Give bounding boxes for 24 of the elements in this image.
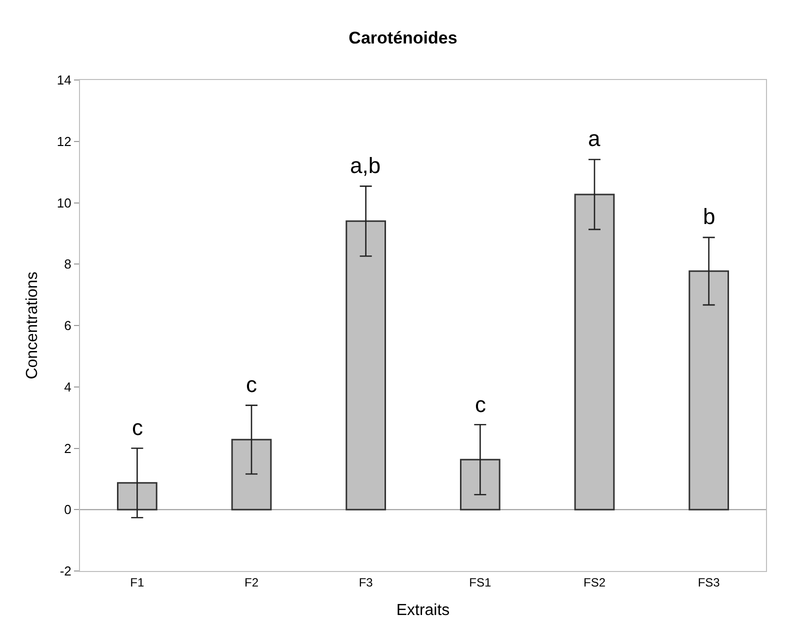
annotation: a bbox=[588, 126, 601, 151]
y-tick-label: 6 bbox=[64, 318, 72, 334]
y-tick-label: 2 bbox=[64, 440, 72, 456]
annotation: c bbox=[475, 392, 486, 417]
chart-title: Caroténoides bbox=[348, 28, 458, 48]
y-tick-label: 4 bbox=[64, 379, 72, 394]
y-tick-label: 14 bbox=[56, 72, 72, 88]
x-tick-label: FS2 bbox=[583, 575, 606, 590]
x-axis-title: Extraits bbox=[396, 602, 450, 620]
y-tick-label: 8 bbox=[64, 256, 72, 272]
annotation: b bbox=[703, 204, 716, 229]
x-tick-label: FS3 bbox=[698, 575, 720, 590]
x-tick-label: F1 bbox=[130, 575, 144, 590]
y-tick-label: 12 bbox=[56, 134, 72, 149]
y-tick-label: -2 bbox=[60, 564, 72, 579]
x-tick-label: F3 bbox=[358, 575, 374, 590]
annotation: a,b bbox=[350, 153, 381, 178]
y-tick-label: 0 bbox=[64, 502, 72, 518]
y-axis-title: Concentrations bbox=[24, 272, 41, 380]
annotation: c bbox=[132, 415, 143, 440]
y-tick-label: 10 bbox=[56, 195, 72, 210]
x-tick-label: F2 bbox=[244, 575, 259, 590]
x-tick-label: FS1 bbox=[469, 575, 492, 590]
annotation: c bbox=[246, 372, 257, 397]
